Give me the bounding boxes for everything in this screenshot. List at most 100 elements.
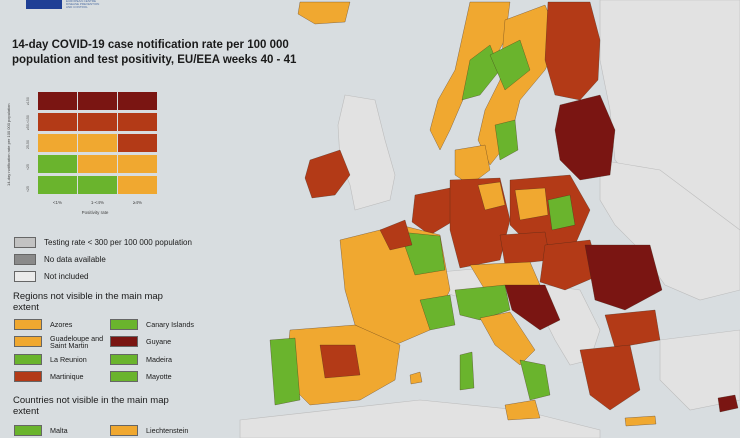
region-label: La Reunion [50, 355, 87, 364]
matrix-x-tick: <1% [52, 200, 63, 205]
region-poland-c [547, 194, 576, 231]
logo-line: DISEASE PREVENTION [66, 2, 100, 6]
legend-label: Testing rate < 300 per 100 000 populatio… [44, 237, 192, 247]
logo-line: AND CONTROL [66, 5, 88, 9]
region-italy-c [479, 311, 536, 366]
legend-label: Not included [44, 271, 89, 281]
region-poland-w [514, 187, 549, 221]
legend-no-data: No data available [14, 253, 106, 265]
matrix-y-tick: 25-50 [26, 140, 30, 150]
region-france-se [419, 294, 456, 331]
swatch [14, 354, 42, 365]
matrix-cell [118, 92, 157, 110]
region-label: Mayotte [146, 372, 172, 381]
region-label: Guadeloupe and Saint Martin [50, 333, 104, 350]
swatch-testing-rate [14, 236, 36, 248]
region-ireland [304, 149, 351, 199]
matrix-cell [38, 92, 77, 110]
matrix-cell [38, 134, 77, 152]
region-france-n [379, 219, 413, 251]
region-italy-s [519, 359, 551, 401]
region-sardinia [459, 351, 475, 391]
swatch [14, 319, 42, 330]
matrix-cell [78, 92, 117, 110]
region-portugal [269, 337, 301, 406]
region-balearics [409, 371, 423, 385]
matrix-cell [38, 155, 77, 173]
region-hungary-slovakia [539, 239, 601, 291]
matrix-y-tick: <25 [26, 164, 30, 170]
swatch [110, 354, 138, 365]
swatch-no-data [14, 253, 36, 265]
swatch [14, 371, 42, 382]
swatch [14, 425, 42, 436]
region-czechia [499, 231, 551, 266]
region-crete [624, 415, 657, 427]
swatch [110, 425, 138, 436]
region-label: Azores [50, 320, 73, 329]
region-label: Madeira [146, 355, 172, 364]
region-item-guyane: Guyane [110, 335, 171, 348]
region-bulgaria [604, 309, 661, 349]
region-label: Guyane [146, 337, 172, 346]
region-item-martinique: Martinique [14, 370, 84, 383]
legend-not-included: Not included [14, 270, 88, 282]
region-finland [544, 1, 601, 101]
matrix-cell [118, 134, 157, 152]
region-item-reunion: La Reunion [14, 353, 87, 366]
region-item-guadeloupe: Guadeloupe and Saint Martin [14, 333, 110, 350]
matrix-cell [38, 113, 77, 131]
legend-label: No data available [44, 254, 106, 264]
region-item-madeira: Madeira [110, 353, 172, 366]
matrix-y-title: 14-day notification rate per 100 000 pop… [6, 103, 11, 187]
matrix-x-tick: 1-<4% [90, 200, 105, 205]
region-baltics [554, 94, 616, 181]
country-label: Malta [50, 426, 68, 435]
swatch [110, 319, 138, 330]
country-item-liechtenstein: Liechtenstein [110, 424, 188, 437]
region-benelux [411, 187, 456, 236]
region-sweden-n [489, 39, 531, 91]
region-norway-mid [461, 44, 501, 101]
matrix-cell [118, 113, 157, 131]
matrix-cell [118, 176, 157, 194]
legend-matrix: 14-day notification rate per 100 000 pop… [6, 86, 166, 221]
region-item-canary: Canary Islands [110, 318, 194, 331]
swatch [110, 336, 138, 347]
region-greece [579, 344, 641, 411]
matrix-cell [38, 176, 77, 194]
region-item-mayotte: Mayotte [110, 370, 172, 383]
map-title: 14-day COVID-19 case notification rate p… [12, 39, 297, 66]
ecdc-logo [26, 0, 62, 9]
land-ukraine-belarus [599, 159, 740, 301]
region-faroe [297, 1, 351, 25]
swatch [14, 336, 42, 347]
region-denmark [454, 144, 491, 186]
region-germany-ne [477, 181, 506, 211]
countries-heading: Countries not visible in the main map ex… [13, 395, 169, 417]
region-croatia-slovenia [504, 284, 561, 331]
regions-heading: Regions not visible in the main map exte… [13, 291, 163, 313]
matrix-cell [78, 155, 117, 173]
matrix-y-tick: <25 [26, 186, 30, 192]
region-sicily [504, 399, 541, 421]
land-turkey [659, 329, 740, 411]
legend-testing-rate: Testing rate < 300 per 100 000 populatio… [14, 236, 192, 248]
swatch [110, 371, 138, 382]
country-item-malta: Malta [14, 424, 68, 437]
matrix-cell [78, 134, 117, 152]
region-label: Martinique [50, 372, 84, 381]
matrix-cell [78, 176, 117, 194]
matrix-cell [78, 113, 117, 131]
region-cyprus [717, 394, 739, 413]
country-label: Liechtenstein [146, 426, 189, 435]
region-label: Canary Islands [146, 320, 194, 329]
region-romania [584, 244, 663, 311]
region-sweden-s [494, 119, 519, 161]
matrix-y-tick: ≥150 [26, 97, 30, 105]
matrix-y-tick: ≥50-<150 [26, 115, 30, 131]
matrix-x-tick: ≥4% [133, 200, 142, 205]
land-uk [337, 94, 396, 211]
matrix-cell [118, 155, 157, 173]
